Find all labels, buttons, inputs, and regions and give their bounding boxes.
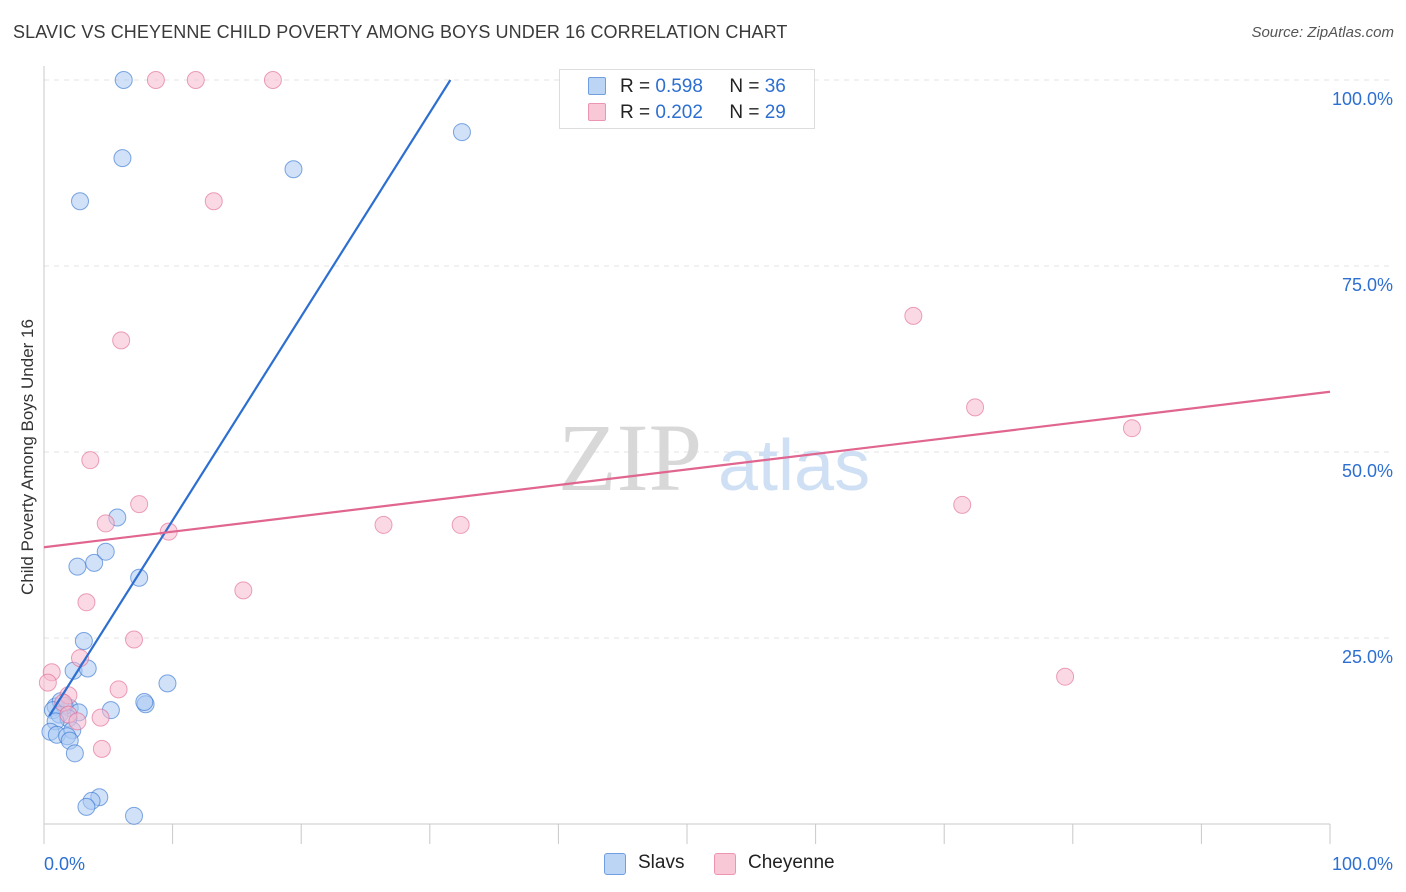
slavs-point-8 [96, 542, 115, 561]
cheyenne-point-25 [68, 712, 87, 731]
slavs-point-6 [68, 557, 87, 576]
axes [43, 66, 1331, 844]
cheyenne-point-20 [38, 673, 57, 692]
slavs-legend-label: Slavs [638, 852, 685, 873]
cheyenne-point-26 [91, 708, 110, 727]
watermark-atlas: atlas [718, 426, 870, 506]
slavs-point-4 [452, 123, 471, 142]
cheyenne-point-3 [204, 192, 223, 211]
y-tick-label-50: 50.0% [1342, 461, 1393, 481]
cheyenne-point-28 [1056, 667, 1075, 686]
cheyenne-trend-line [43, 390, 1331, 549]
watermark: ZIP atlas [558, 404, 870, 511]
cheyenne-point-13 [1122, 419, 1141, 438]
source-label: Source: ZipAtlas.com [1251, 24, 1394, 41]
cheyenne-point-17 [125, 630, 144, 649]
cheyenne-point-5 [81, 451, 100, 470]
slavs-n-value: 36 [764, 76, 786, 97]
cheyenne-r-label: R = [620, 102, 651, 123]
slavs-trend-line [48, 79, 452, 717]
cheyenne-point-7 [96, 514, 115, 533]
cheyenne-point-11 [904, 306, 923, 325]
slavs-point-0 [114, 71, 133, 89]
cheyenne-point-6 [130, 495, 149, 514]
slavs-point-31 [65, 744, 84, 763]
x-tick-label-max: 100.0% [1332, 854, 1393, 874]
cheyenne-point-22 [109, 680, 128, 699]
cheyenne-point-9 [374, 515, 393, 534]
cheyenne-point-27 [92, 739, 111, 758]
slavs-point-7 [85, 553, 104, 572]
slavs-point-2 [71, 192, 90, 211]
cheyenne-point-1 [186, 71, 205, 89]
cheyenne-legend-swatch [714, 853, 736, 875]
cheyenne-point-14 [953, 495, 972, 514]
cheyenne-point-12 [966, 398, 985, 417]
y-tick-label-25: 25.0% [1342, 647, 1393, 667]
slavs-point-13 [158, 674, 177, 693]
cheyenne-point-0 [146, 71, 165, 89]
watermark-zip: ZIP [558, 404, 702, 511]
slavs-point-3 [284, 160, 303, 179]
slavs-point-34 [77, 797, 96, 816]
grid-lines [44, 79, 1392, 639]
slavs-r-label: R = [620, 76, 651, 97]
cheyenne-n-label: N = [729, 102, 760, 123]
chart-title: SLAVIC VS CHEYENNE CHILD POVERTY AMONG B… [13, 22, 788, 42]
slavs-point-1 [113, 149, 132, 168]
cheyenne-swatch [588, 103, 606, 121]
tick-labels: 25.0% 50.0% 75.0% 100.0% 0.0% 100.0% [44, 89, 1393, 874]
y-tick-label-100: 100.0% [1332, 89, 1393, 109]
cheyenne-point-16 [234, 581, 253, 600]
cheyenne-n-value: 29 [764, 102, 786, 123]
trend-lines [43, 79, 1331, 717]
y-tick-label-75: 75.0% [1342, 275, 1393, 295]
slavs-point-10 [74, 631, 93, 650]
slavs-legend-swatch [604, 853, 626, 875]
slavs-point-15 [135, 692, 154, 711]
cheyenne-point-10 [451, 515, 470, 534]
cheyenne-legend-label: Cheyenne [748, 852, 835, 873]
cheyenne-r-value: 0.202 [655, 102, 703, 123]
x-tick-label-min: 0.0% [44, 854, 85, 874]
slavs-swatch [588, 77, 606, 95]
cheyenne-point-15 [77, 593, 96, 612]
slavs-point-35 [125, 806, 144, 825]
slavs-n-label: N = [729, 76, 760, 97]
correlation-legend: R = 0.598 N = 36 R = 0.202 N = 29 [559, 69, 815, 129]
slavs-r-value: 0.598 [655, 76, 703, 97]
cheyenne-point-2 [263, 71, 282, 89]
cheyenne-point-4 [112, 331, 131, 350]
